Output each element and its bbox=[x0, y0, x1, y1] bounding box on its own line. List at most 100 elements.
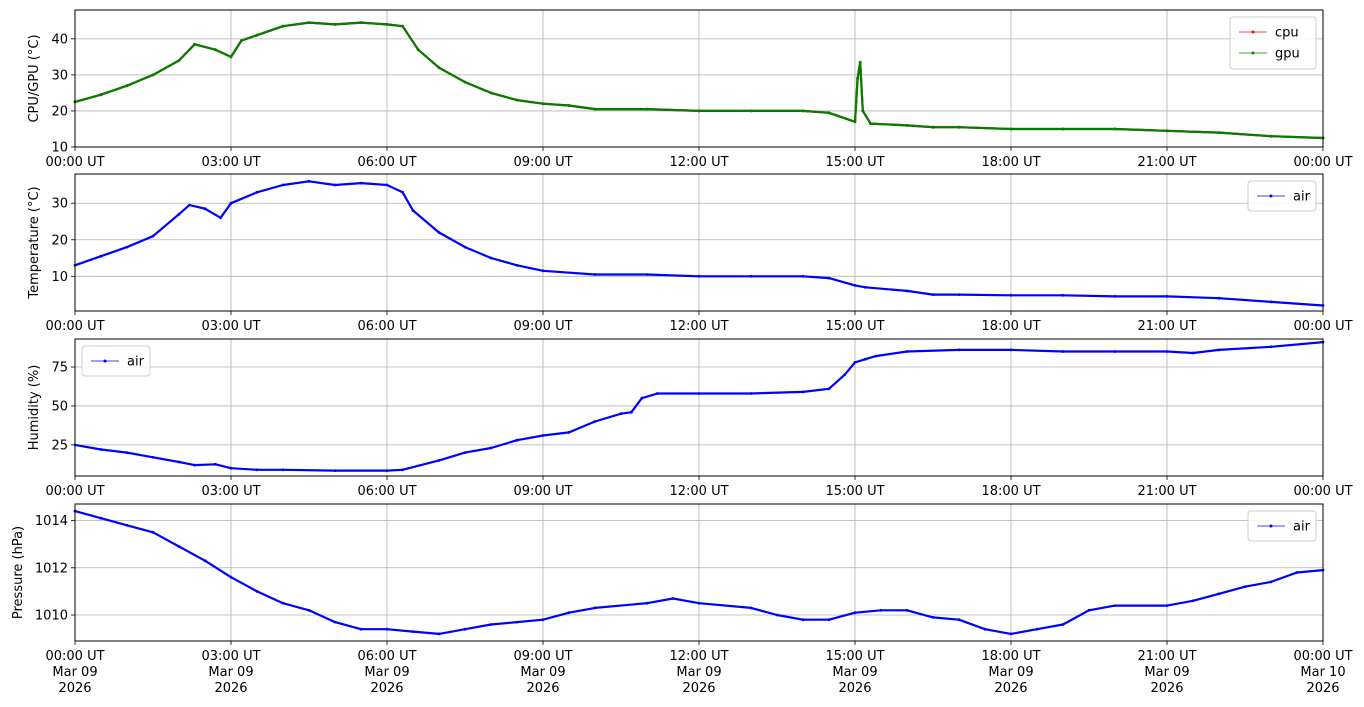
data-point-air bbox=[489, 446, 493, 450]
data-point-air bbox=[401, 468, 404, 472]
x-tick-label: 06:00 UT Mar 09 2026 bbox=[357, 649, 416, 696]
data-point-air bbox=[567, 611, 571, 615]
data-point-air bbox=[125, 451, 129, 454]
data-point-gpu bbox=[281, 24, 285, 28]
x-tick-label-line: 18:00 UT bbox=[981, 319, 1040, 334]
data-point-air bbox=[281, 468, 285, 472]
x-tick-label-line: Mar 09 bbox=[988, 665, 1033, 680]
data-point-air bbox=[1165, 295, 1169, 298]
data-point-air bbox=[307, 608, 311, 612]
data-point-gpu bbox=[1269, 134, 1273, 138]
data-point-air bbox=[1165, 604, 1169, 607]
legend: air bbox=[1247, 180, 1317, 212]
x-tick-label-line: 00:00 UT bbox=[45, 155, 104, 170]
data-point-air bbox=[411, 209, 415, 212]
x-tick-label-line: Mar 09 bbox=[208, 665, 253, 680]
series-line-air bbox=[74, 510, 1324, 636]
data-point-air bbox=[385, 469, 389, 472]
panel-2: 00:00 UT 03:00 UT 06:00 UT 09:00 UT 12:00 UT… bbox=[27, 173, 1353, 334]
x-tick-label: 00:00 UT bbox=[45, 155, 104, 170]
data-point-gpu bbox=[463, 80, 467, 84]
data-point-gpu bbox=[255, 33, 259, 37]
data-point-air bbox=[957, 348, 961, 352]
data-point-air bbox=[853, 361, 857, 364]
x-tick-label: 15:00 UT Mar 09 2026 bbox=[825, 649, 884, 696]
data-point-air bbox=[827, 276, 831, 280]
x-tick-label-line: 21:00 UT bbox=[1137, 649, 1196, 664]
x-tick-label-line: Mar 09 bbox=[832, 665, 877, 680]
x-tick-label: 12:00 UT bbox=[669, 484, 728, 499]
data-point-air bbox=[957, 618, 961, 622]
data-point-air bbox=[593, 420, 597, 423]
data-point-air bbox=[1035, 627, 1039, 631]
data-point-gpu bbox=[905, 124, 909, 127]
data-point-air bbox=[214, 462, 217, 466]
data-point-air bbox=[125, 245, 129, 249]
data-point-air bbox=[307, 179, 311, 183]
x-tick-label-line: 2026 bbox=[58, 681, 91, 696]
data-point-air bbox=[864, 285, 867, 289]
data-point-air bbox=[255, 190, 259, 194]
data-point-gpu bbox=[541, 102, 545, 106]
data-point-air bbox=[1165, 350, 1169, 353]
data-point-air bbox=[1113, 350, 1117, 353]
x-tick-label: 06:00 UT bbox=[357, 155, 416, 170]
data-point-air bbox=[1113, 604, 1117, 607]
x-tick-label-line: 03:00 UT bbox=[201, 319, 260, 334]
data-point-air bbox=[827, 618, 831, 622]
data-point-air bbox=[489, 623, 493, 626]
data-point-gpu bbox=[853, 120, 857, 124]
legend-marker-cpu bbox=[1251, 30, 1255, 34]
data-point-air bbox=[401, 190, 404, 194]
x-tick-label-line: 09:00 UT bbox=[513, 649, 572, 664]
data-point-gpu bbox=[931, 125, 935, 129]
panel-3: 00:00 UT 03:00 UT 06:00 UT 09:00 UT 12:00 UT… bbox=[27, 338, 1353, 499]
x-tick-label: 00:00 UT bbox=[1293, 155, 1352, 170]
data-point-air bbox=[203, 559, 207, 563]
series-line-air bbox=[74, 180, 1324, 307]
data-point-air bbox=[671, 597, 675, 600]
legend-marker-air bbox=[1269, 194, 1273, 198]
legend: air bbox=[1247, 510, 1317, 542]
y-axis-label: Pressure (hPa) bbox=[11, 526, 26, 619]
x-tick-label-line: 15:00 UT bbox=[825, 649, 884, 664]
data-point-air bbox=[515, 438, 519, 442]
x-tick-label: 09:00 UT Mar 09 2026 bbox=[513, 649, 572, 696]
data-point-gpu bbox=[856, 77, 859, 80]
x-tick-label: 00:00 UT bbox=[1293, 484, 1352, 499]
data-point-air bbox=[151, 455, 155, 459]
data-point-air bbox=[177, 212, 181, 216]
data-point-air bbox=[1269, 580, 1273, 584]
data-point-gpu bbox=[515, 98, 519, 102]
x-tick-label-line: 00:00 UT bbox=[1293, 649, 1352, 664]
x-tick-label-line: 21:00 UT bbox=[1137, 319, 1196, 334]
x-tick-label-line: Mar 09 bbox=[1144, 665, 1189, 680]
data-point-gpu bbox=[229, 55, 233, 59]
x-tick-label-line: 15:00 UT bbox=[825, 484, 884, 499]
data-point-air bbox=[640, 396, 644, 400]
x-tick-label: 18:00 UT bbox=[981, 155, 1040, 170]
x-tick-label-line: 2026 bbox=[838, 681, 871, 696]
plot-frame bbox=[74, 9, 1324, 148]
y-axis-label: CPU/GPU (°C) bbox=[27, 34, 42, 122]
data-point-air bbox=[99, 254, 103, 258]
x-tick-label: 09:00 UT bbox=[513, 319, 572, 334]
data-point-gpu bbox=[749, 109, 753, 113]
x-tick-label-line: 09:00 UT bbox=[513, 319, 572, 334]
data-point-air bbox=[229, 201, 233, 205]
data-point-gpu bbox=[177, 59, 181, 62]
data-point-air bbox=[630, 410, 633, 414]
data-point-air bbox=[874, 354, 878, 358]
data-point-gpu bbox=[1113, 127, 1117, 131]
y-axis-label: Temperature (°C) bbox=[27, 186, 42, 299]
data-point-air bbox=[697, 274, 701, 278]
data-point-air bbox=[1191, 351, 1195, 355]
x-tick-label-line: 18:00 UT bbox=[981, 484, 1040, 499]
x-tick-label-line: 06:00 UT bbox=[357, 319, 416, 334]
x-tick-label-line: 2026 bbox=[1150, 681, 1183, 696]
legend-label-gpu: gpu bbox=[1275, 47, 1300, 62]
data-point-gpu bbox=[151, 73, 155, 77]
data-point-gpu bbox=[240, 39, 243, 42]
x-tick-label-line: 06:00 UT bbox=[357, 155, 416, 170]
x-tick-label-line: 18:00 UT bbox=[981, 155, 1040, 170]
